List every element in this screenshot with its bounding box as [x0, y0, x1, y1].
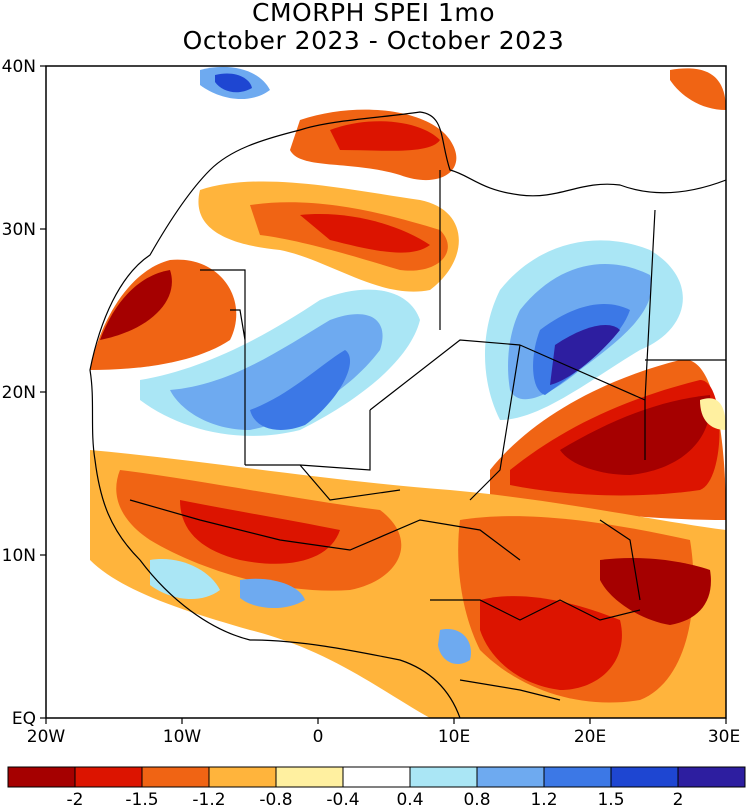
legend-swatch	[476, 766, 545, 788]
lon-label-0: 0	[313, 727, 324, 747]
axis-ticks	[40, 65, 727, 724]
map-subtitle: October 2023 - October 2023	[182, 26, 565, 55]
legend-label: -1.5	[125, 790, 158, 805]
legend-swatch	[342, 766, 411, 788]
legend-label: -0.4	[326, 790, 359, 805]
legend-swatch	[677, 766, 746, 788]
color-legend	[7, 766, 746, 788]
lat-label-20n: 20N	[2, 383, 36, 403]
legend-label: -2	[67, 790, 84, 805]
legend-label: 2	[673, 790, 684, 805]
legend-label: 0.8	[463, 790, 490, 805]
legend-label: 1.5	[597, 790, 624, 805]
legend-swatch	[208, 766, 277, 788]
legend-swatch	[610, 766, 679, 788]
lat-label-10n: 10N	[2, 546, 36, 566]
lat-label-30n: 30N	[2, 220, 36, 240]
color-legend-labels: -2 -1.5 -1.2 -0.8 -0.4 0.4 0.8 1.2 1.5 2	[67, 790, 684, 805]
lat-label-40n: 40N	[2, 57, 36, 77]
legend-label: 0.4	[396, 790, 423, 805]
legend-swatch	[74, 766, 143, 788]
lon-label-10e: 10E	[438, 727, 470, 747]
legend-swatch	[141, 766, 210, 788]
map-title: CMORPH SPEI 1mo	[251, 0, 495, 27]
lon-label-30e: 30E	[708, 727, 740, 747]
legend-label: -1.2	[192, 790, 225, 805]
coastlines-borders	[89, 111, 726, 718]
lon-label-20w: 20W	[27, 727, 66, 747]
legend-label: -0.8	[259, 790, 292, 805]
spei-field	[46, 66, 726, 718]
legend-swatch	[409, 766, 478, 788]
lon-label-20e: 20E	[574, 727, 606, 747]
legend-swatch	[543, 766, 612, 788]
legend-swatch	[7, 766, 76, 788]
legend-label: 1.2	[530, 790, 557, 805]
lat-label-eq: EQ	[12, 709, 36, 729]
legend-swatch	[275, 766, 344, 788]
lon-label-10w: 10W	[163, 727, 202, 747]
